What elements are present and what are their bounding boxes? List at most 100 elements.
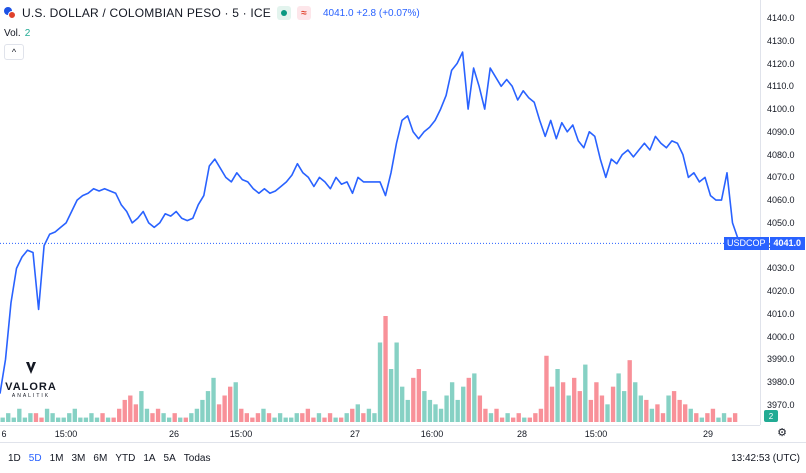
range-button-5d[interactable]: 5D [25,453,46,464]
volume-bar [294,413,299,422]
range-button-5a[interactable]: 5A [160,453,180,464]
volume-bar [527,417,532,422]
volume-bar [505,413,510,422]
volume-bar [499,417,505,422]
collapse-legend-button[interactable]: ^ [4,44,24,60]
volume-bar [383,316,388,422]
volume-bar [233,382,238,422]
volume-bar [694,413,699,422]
volume-bar [388,369,394,422]
time-tick: 27 [349,429,361,439]
volume-bar [660,413,666,422]
volume-bar [311,417,316,422]
range-button-6m[interactable]: 6M [89,453,111,464]
price-tick: 4060.0 [767,195,795,206]
volume-bar [627,360,632,422]
volume-bar [194,408,200,422]
bottom-toolbar: 1D 5D 1M 3M 6M YTD 1A 5A Todas 13:42:53 (UTC) [0,442,806,473]
volume-bar [322,417,327,422]
volume-bar [494,408,499,422]
volume-bar [555,369,560,422]
volume-bar [377,342,383,422]
volume-bar [239,408,244,422]
market-open-icon[interactable] [277,6,291,20]
price-tick: 4030.0 [767,263,795,274]
volume-bar [638,395,643,422]
volume-bar [483,408,488,422]
last-price-tag: USDCOP 4041.0 [724,237,806,250]
compare-icon[interactable]: ≈ [297,6,311,20]
volume-bar [727,417,732,422]
time-tick: 26 [168,429,180,439]
volume-bar [250,417,255,422]
time-axis[interactable]: 6 15:00 26 15:00 27 16:00 28 15:00 29 [0,425,760,441]
volume-bar [144,408,150,422]
volume-bar [178,417,183,422]
last-price-value: 4041.0 [769,237,806,250]
price-axis[interactable]: 4140.0 4130.0 4120.0 4110.0 4100.0 4090.0 4080… [760,0,806,425]
volume-bar [599,395,605,422]
volume-bar [55,417,61,422]
volume-bar [344,413,349,422]
volume-badge: 2 [764,410,778,422]
utc-clock[interactable]: 13:42:53 (UTC) [731,453,800,464]
volume-bar [671,391,677,422]
volume-bar [350,408,355,422]
volume-bar [266,413,272,422]
volume-bar [466,377,471,422]
time-tick: 28 [516,429,528,439]
volume-bar [89,413,94,422]
volume-bar [588,399,594,422]
currency-flag-icon [4,7,16,19]
price-tick: 4110.0 [767,81,794,92]
volume-bar [655,404,660,422]
price-tick: 3980.0 [767,377,795,388]
range-button-1a[interactable]: 1A [139,453,159,464]
chart-area[interactable] [0,0,760,425]
volume-bar [683,404,688,422]
range-button-3m[interactable]: 3M [68,453,90,464]
volume-bar [405,399,410,422]
price-tick: 4140.0 [767,13,795,23]
volume-bar [438,408,444,422]
volume-bar [39,417,44,422]
volume-bar [216,404,222,422]
volume-legend: Vol. 2 [4,28,30,39]
volume-bar [621,391,627,422]
watermark-name: VALORA [5,381,57,393]
volume-bar [716,417,721,422]
valora-watermark: VALORA ANALITIK [2,360,60,399]
price-tick: 4050.0 [767,217,795,228]
volume-bar [433,404,438,422]
price-change-values: 4041.0 +2.8 (+0.07%) [323,7,420,19]
volume-bar [44,408,50,422]
volume-bar [155,408,161,422]
volume-bar [128,395,133,422]
symbol-legend: U.S. DOLLAR / COLOMBIAN PESO · 5 · ICE ≈… [4,6,420,20]
volume-bar [572,377,577,422]
symbol-title[interactable]: U.S. DOLLAR / COLOMBIAN PESO · 5 · ICE [22,6,271,20]
time-tick: 15:00 [229,429,253,439]
gear-icon[interactable]: ⚙ [777,427,787,439]
volume-bar [644,399,649,422]
range-button-1m[interactable]: 1M [46,453,68,464]
price-chart[interactable] [0,0,760,425]
volume-bar [394,342,399,422]
volume-bar [522,417,527,422]
range-button-todas[interactable]: Todas [180,453,215,464]
volume-bar [549,386,555,422]
price-tick: 4010.0 [767,308,795,319]
price-tick: 4100.0 [767,104,795,115]
range-button-1d[interactable]: 1D [4,453,25,464]
volume-bar [277,413,283,422]
volume-bar [366,408,372,422]
volume-bar [244,413,249,422]
volume-bar [172,413,177,422]
volume-bar [17,408,22,422]
volume-bar [677,399,682,422]
range-buttons: 1D 5D 1M 3M 6M YTD 1A 5A Todas [4,453,214,464]
volume-bar [544,355,549,422]
price-tick: 3990.0 [767,354,795,365]
volume-bar [300,413,305,422]
range-button-ytd[interactable]: YTD [111,453,139,464]
